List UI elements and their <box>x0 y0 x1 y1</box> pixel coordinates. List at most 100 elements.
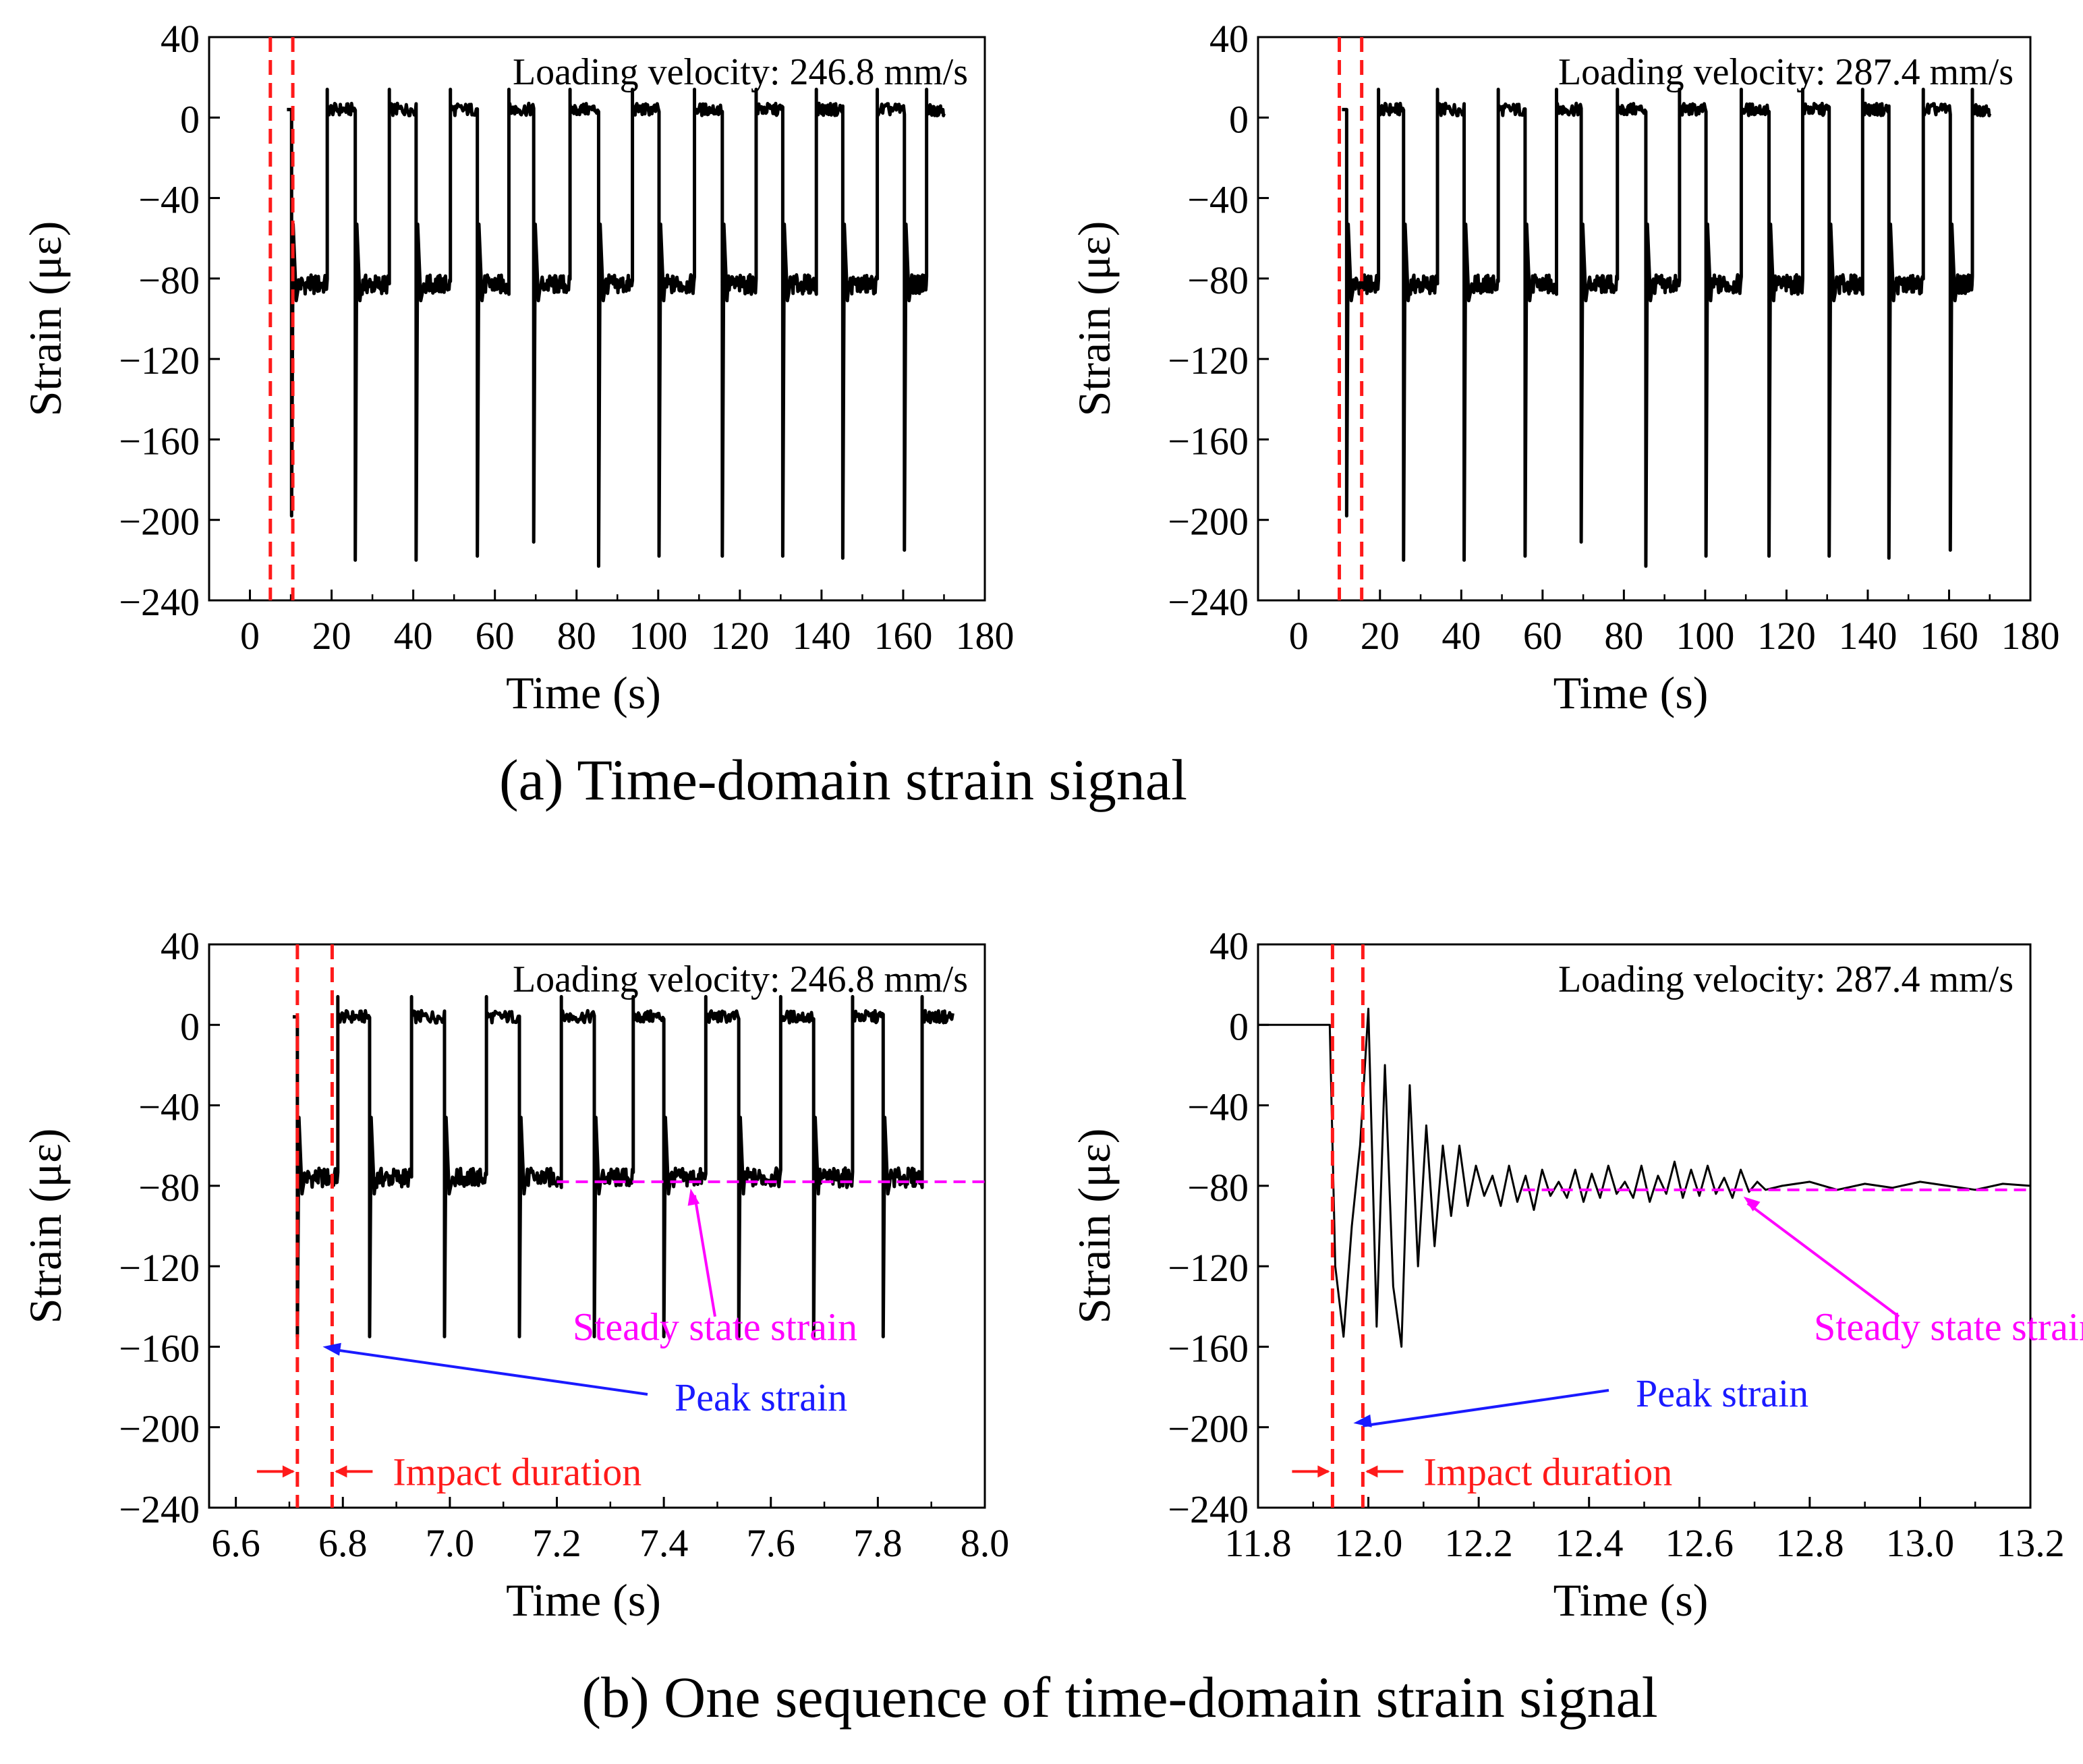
plot-area <box>287 88 946 568</box>
x-tick-label: 180 <box>2001 614 2060 658</box>
y-tick-label: −80 <box>138 1166 200 1210</box>
steady-arrowhead <box>1743 1196 1761 1212</box>
x-tick-label: 120 <box>710 614 769 658</box>
y-tick-label: −160 <box>119 1326 200 1370</box>
x-tick-label: 12.2 <box>1444 1521 1513 1565</box>
x-tick-label: 12.8 <box>1775 1521 1844 1565</box>
duration-arrowhead-left <box>1317 1465 1330 1478</box>
x-tick-label: 80 <box>1604 614 1643 658</box>
duration-arrowhead-right <box>1365 1465 1378 1478</box>
y-tick-label: −80 <box>1187 1166 1249 1210</box>
y-tick-label: −40 <box>138 1085 200 1129</box>
steady-state-label: Steady state strain <box>573 1305 857 1349</box>
steady-arrow-line <box>1746 1202 1900 1318</box>
x-tick-label: 100 <box>1676 614 1734 658</box>
y-tick-label: 0 <box>180 97 200 141</box>
y-tick-label: 0 <box>1229 97 1249 141</box>
peak-arrowhead <box>1353 1414 1372 1427</box>
x-tick-label: 11.8 <box>1224 1521 1291 1565</box>
x-tick-label: 20 <box>1361 614 1400 658</box>
x-tick-label: 140 <box>792 614 851 658</box>
y-tick-label: −160 <box>119 419 200 463</box>
y-tick-label: 0 <box>180 1004 200 1048</box>
x-tick-label: 100 <box>629 614 687 658</box>
peak-arrowhead <box>322 1342 341 1356</box>
y-tick-label: −240 <box>119 580 200 624</box>
y-tick-label: 0 <box>1229 1004 1249 1048</box>
plot-area <box>1258 1007 2030 1348</box>
y-tick-label: −200 <box>119 500 200 544</box>
y-tick-label: −120 <box>119 1246 200 1290</box>
impact-duration-label: Impact duration <box>393 1450 641 1493</box>
caption-b: (b) One sequence of time-domain strain s… <box>581 1665 1657 1730</box>
y-axis-label: Strain (με) <box>1068 221 1120 417</box>
x-tick-label: 180 <box>956 614 1015 658</box>
caption-a: (a) Time-domain strain signal <box>499 747 1187 812</box>
plot-frame <box>208 36 986 602</box>
x-tick-label: 0 <box>240 614 260 658</box>
y-tick-label: −240 <box>1168 1487 1249 1531</box>
x-tick-label: 60 <box>1523 614 1562 658</box>
y-tick-label: 40 <box>1209 17 1249 61</box>
x-tick-label: 20 <box>312 614 351 658</box>
loading-velocity-annotation: Loading velocity: 287.4 mm/s <box>1558 51 2014 93</box>
loading-velocity-annotation: Loading velocity: 287.4 mm/s <box>1558 959 2014 1000</box>
x-axis-label: Time (s) <box>1553 667 1709 718</box>
x-tick-label: 0 <box>1289 614 1309 658</box>
y-tick-label: −120 <box>1168 339 1249 382</box>
y-tick-label: −120 <box>1168 1246 1249 1290</box>
x-axis-label: Time (s) <box>506 1574 661 1626</box>
peak-arrow-line <box>332 1348 648 1396</box>
x-tick-label: 7.0 <box>426 1521 475 1565</box>
x-tick-label: 12.4 <box>1555 1521 1624 1565</box>
x-tick-label: 6.8 <box>318 1521 368 1565</box>
impact-duration-label: Impact duration <box>1423 1450 1672 1493</box>
y-axis-label: Strain (με) <box>20 1129 71 1324</box>
x-tick-label: 40 <box>1442 614 1481 658</box>
steady-arrowhead <box>687 1188 700 1206</box>
steady-state-label: Steady state strain <box>1814 1305 2083 1349</box>
y-tick-label: −240 <box>1168 580 1249 624</box>
y-tick-label: 40 <box>1209 924 1249 968</box>
y-tick-label: −200 <box>1168 500 1249 544</box>
y-tick-label: −40 <box>1187 178 1249 222</box>
y-axis-label: Strain (με) <box>1068 1129 1120 1324</box>
peak-strain-label: Peak strain <box>1636 1371 1808 1415</box>
strain-signal-line <box>287 88 946 568</box>
x-tick-label: 140 <box>1838 614 1897 658</box>
y-tick-label: −40 <box>138 178 200 222</box>
x-tick-label: 7.4 <box>639 1521 689 1565</box>
peak-strain-label: Peak strain <box>675 1375 847 1419</box>
strain-signal-line <box>292 995 954 1339</box>
y-tick-label: −40 <box>1187 1085 1249 1129</box>
x-tick-label: 60 <box>476 614 515 658</box>
strain-signal-line <box>1342 88 1992 568</box>
x-tick-label: 160 <box>874 614 932 658</box>
y-tick-label: −240 <box>119 1487 200 1531</box>
x-tick-label: 12.0 <box>1334 1521 1403 1565</box>
x-tick-label: 7.8 <box>853 1521 903 1565</box>
x-tick-label: 40 <box>394 614 433 658</box>
y-tick-label: −160 <box>1168 1326 1249 1370</box>
y-tick-label: −80 <box>1187 258 1249 302</box>
y-tick-label: −80 <box>138 258 200 302</box>
duration-arrowhead-right <box>335 1465 347 1478</box>
x-axis-label: Time (s) <box>506 667 661 718</box>
chart-a-left: 40 0 −40 −80 −120 −160 −200 −240 0 20 40 60 80 100 120… <box>20 17 1015 718</box>
x-tick-label: 160 <box>1920 614 1978 658</box>
steady-arrow-line <box>693 1195 716 1317</box>
plot-frame <box>1257 36 2032 602</box>
strain-signal-line <box>1258 1007 2030 1348</box>
x-tick-label: 6.6 <box>211 1521 260 1565</box>
duration-arrowhead-left <box>282 1465 295 1478</box>
y-tick-label: −120 <box>119 339 200 382</box>
x-tick-label: 12.6 <box>1665 1521 1734 1565</box>
y-tick-label: −200 <box>1168 1407 1249 1451</box>
y-axis-label: Strain (με) <box>20 221 71 417</box>
x-tick-label: 7.6 <box>747 1521 796 1565</box>
y-tick-label: −200 <box>119 1407 200 1451</box>
chart-a-right: 40 0 −40 −80 −120 −160 −200 −240 0 20 40 60 80 100 120… <box>1068 17 2060 718</box>
